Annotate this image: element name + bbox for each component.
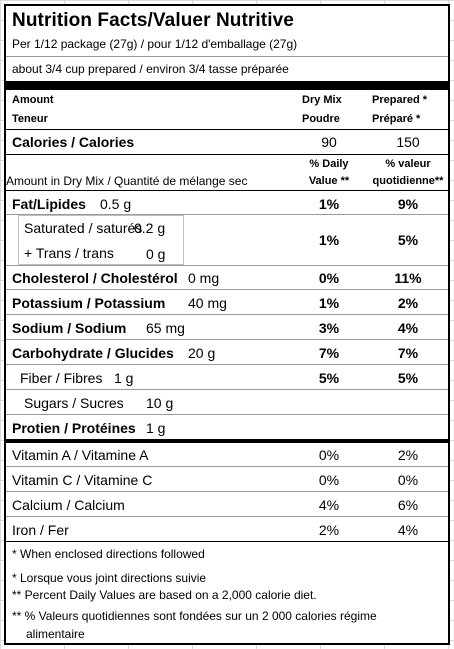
header-teneur: Teneur [12,113,48,125]
fat-amount: 0.5 g [100,196,132,212]
sodium-dry: 3% [318,320,340,336]
divider [6,289,448,290]
carbohydrate-label: Carbohydrate / Glucides [12,345,174,361]
serving-prepared: about 3/4 cup prepared / environ 3/4 tas… [12,62,289,76]
fiber-dry: 5% [318,370,340,386]
vitamin-c-label: Vitamin C / Vitamine C [12,472,153,488]
divider [6,314,448,315]
divider [6,491,448,492]
header-dry-mix: Dry Mix [302,94,342,106]
fat-label: Fat/Lipides [12,196,86,212]
header-prepared: Prepared * [372,94,428,106]
divider [6,154,448,155]
footnote-4: ** % Valeurs quotidiennes sont fondées s… [12,609,377,623]
potassium-amount: 40 mg [188,295,227,311]
sat-trans-box [18,215,184,265]
iron-dry: 2% [318,522,340,538]
amount-in-dry-mix-note: Amount in Dry Mix / Quantité de mélange … [6,174,248,188]
cholesterol-dry: 0% [318,270,340,286]
potassium-label: Potassium / Potassium [12,295,166,311]
vitamin-a-prepared: 2% [397,447,419,463]
divider [6,541,448,542]
footnote-1: * When enclosed directions followed [12,547,205,561]
footnote-3: ** Percent Daily Values are based on a 2… [12,588,317,602]
calories-label: Calories / Calories [12,134,135,150]
divider [6,129,448,130]
vitamin-a-dry: 0% [318,447,340,463]
footnote-2: * Lorsque vous joint directions suivie [12,571,207,585]
divider [6,265,448,266]
sat-trans-dry: 1% [318,232,340,248]
thick-divider [6,439,448,443]
fat-prepared: 9% [397,196,419,212]
divider [6,56,448,57]
header-prepare-fr: Préparé * [372,113,421,125]
fiber-amount: 1 g [114,370,134,386]
sodium-prepared: 4% [397,320,419,336]
calories-prepared: 150 [396,134,420,150]
iron-label: Iron / Fer [12,522,69,538]
sugars-amount: 10 g [146,395,174,411]
sodium-label: Sodium / Sodium [12,320,127,336]
dv-header-value: Value ** [308,175,350,187]
divider [6,414,448,415]
vitamin-c-prepared: 0% [397,472,419,488]
nutrition-title: Nutrition Facts/Valuer Nutritive [12,10,294,31]
saturated-amount: 0.2 g [134,220,166,236]
protein-amount: 1 g [146,420,166,436]
calcium-dry: 4% [318,497,340,513]
potassium-dry: 1% [318,295,340,311]
potassium-prepared: 2% [397,295,419,311]
trans-amount: 0 g [146,246,166,262]
fiber-label: Fiber / Fibres [20,370,103,386]
cholesterol-label: Cholesterol / Cholestérol [12,270,178,286]
fat-dry: 1% [318,196,340,212]
saturated-label: Saturated / saturés [24,220,143,236]
divider [6,339,448,340]
sat-trans-prepared: 5% [397,232,419,248]
divider [6,466,448,467]
carbohydrate-amount: 20 g [188,345,216,361]
fiber-prepared: 5% [397,370,419,386]
protein-label: Protien / Protéines [12,420,136,436]
sodium-amount: 65 mg [146,320,185,336]
carbohydrate-prepared: 7% [397,345,419,361]
trans-label: + Trans / trans [24,245,114,261]
calcium-label: Calcium / Calcium [12,497,125,513]
footnote-5: alimentaire [26,627,85,641]
divider [6,214,448,215]
nutrition-facts-panel: Nutrition Facts/Valuer Nutritive Per 1/1… [4,4,450,645]
dv-header-pct-valeur: % valeur [385,158,431,170]
header-poudre: Poudre [302,113,340,125]
thick-divider [6,81,448,90]
calcium-prepared: 6% [397,497,419,513]
cholesterol-prepared: 11% [394,270,422,286]
divider [6,516,448,517]
sugars-label: Sugars / Sucres [24,395,124,411]
dv-header-quotidienne: quotidienne** [372,175,444,187]
dv-header-pct-daily: % Daily [309,158,349,170]
header-amount: Amount [12,94,54,106]
serving-size: Per 1/12 package (27g) / pour 1/12 d'emb… [12,37,298,51]
divider [6,190,448,191]
iron-prepared: 4% [397,522,419,538]
carbohydrate-dry: 7% [318,345,340,361]
cholesterol-amount: 0 mg [188,270,220,286]
vitamin-c-dry: 0% [318,472,340,488]
calories-dry: 90 [321,134,337,150]
divider [6,389,448,390]
vitamin-a-label: Vitamin A / Vitamine A [12,447,149,463]
divider [6,364,448,365]
